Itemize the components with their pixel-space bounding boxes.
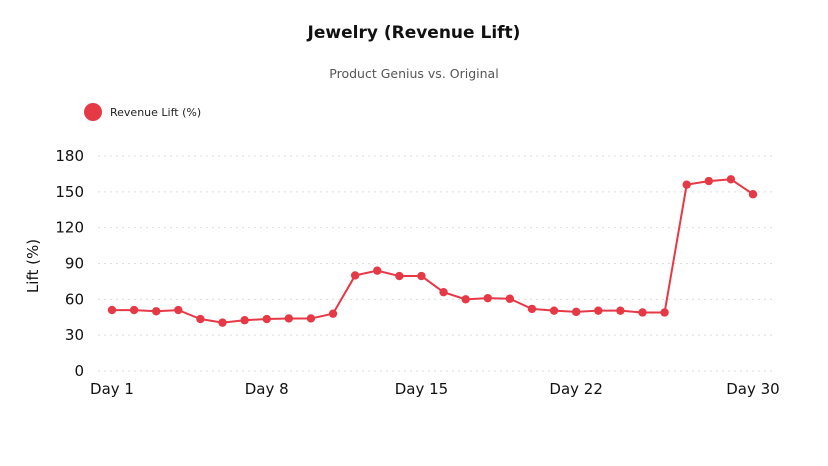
legend-marker: [84, 103, 102, 121]
data-point: [129, 305, 139, 315]
data-point: [483, 293, 492, 303]
series-line: [112, 178, 754, 324]
data-point: [328, 309, 338, 318]
y-tick-label: 30: [65, 326, 84, 344]
x-tick-label: Day 30: [726, 380, 779, 398]
data-point: [505, 294, 515, 303]
data-point: [704, 176, 713, 186]
y-axis-label: Lift (%): [24, 239, 42, 293]
x-tick-label: Day 8: [245, 380, 289, 398]
data-point: [439, 287, 448, 297]
y-tick-label: 60: [65, 290, 84, 308]
data-point: [174, 305, 183, 315]
data-point: [660, 308, 669, 317]
y-tick-label: 180: [55, 147, 84, 165]
data-point: [638, 308, 647, 317]
data-point: [373, 266, 382, 275]
data-point: [107, 305, 117, 315]
data-point: [748, 190, 758, 199]
legend-label: Revenue Lift (%): [110, 105, 202, 119]
chart-subtitle: Product Genius vs. Original: [329, 66, 499, 81]
data-point: [350, 271, 360, 280]
data-point: [306, 314, 316, 323]
data-point: [196, 314, 205, 324]
data-point: [616, 306, 625, 315]
data-point: [417, 271, 426, 281]
data-point: [549, 306, 559, 315]
data-point: [152, 307, 161, 316]
y-tick-label: 0: [74, 362, 84, 380]
data-point: [726, 175, 736, 184]
data-point: [461, 295, 470, 304]
x-tick-label: Day 15: [395, 380, 448, 398]
x-tick-label: Day 1: [90, 380, 134, 398]
legend: Revenue Lift (%): [84, 103, 201, 121]
data-point: [594, 306, 603, 315]
data-point: [240, 316, 249, 325]
data-point: [284, 314, 294, 323]
y-tick-label: 150: [55, 183, 84, 201]
data-point: [218, 318, 227, 327]
data-point: [262, 314, 271, 324]
data-point: [571, 307, 581, 317]
y-tick-label: 90: [65, 255, 84, 273]
y-tick-label: 120: [55, 219, 84, 237]
x-tick-label: Day 22: [549, 380, 602, 398]
data-point: [395, 271, 404, 281]
chart-title: Jewelry (Revenue Lift): [307, 23, 521, 43]
data-point: [682, 180, 691, 189]
data-point: [527, 304, 537, 314]
